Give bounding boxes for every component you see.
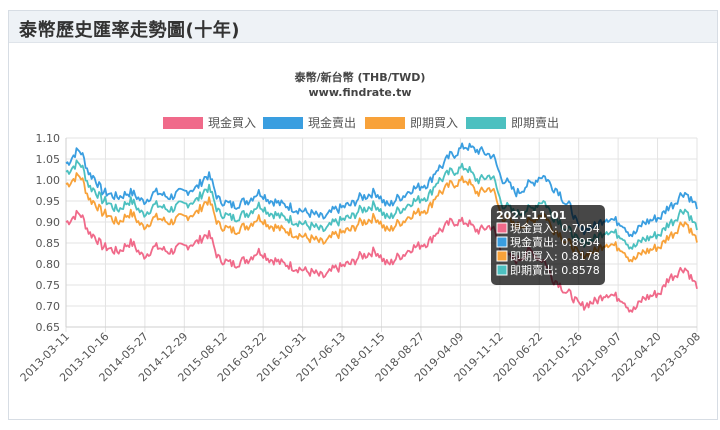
- legend-item[interactable]: 現金買入: [163, 115, 256, 130]
- legend-swatch: [365, 117, 405, 129]
- tooltip-date: 2021-11-01: [496, 209, 566, 222]
- y-tick-label: 1.00: [36, 174, 61, 187]
- legend-label: 現金買入: [208, 115, 256, 130]
- legend-label: 即期賣出: [511, 115, 559, 130]
- panel-header: 泰幣歷史匯率走勢圖(十年): [9, 11, 717, 43]
- y-tick-label: 0.80: [36, 258, 61, 271]
- chart-title: 泰幣/新台幣 (THB/TWD): [294, 70, 426, 84]
- tooltip-item: 即期買入: 0.8178: [510, 250, 600, 263]
- y-tick-label: 1.05: [36, 153, 61, 166]
- series-line: [65, 209, 698, 313]
- y-tick-label: 0.85: [36, 237, 61, 250]
- tooltip-item: 現金買入: 0.7054: [510, 221, 600, 235]
- legend-swatch: [466, 117, 506, 129]
- page-title: 泰幣歷史匯率走勢圖(十年): [19, 20, 240, 41]
- y-tick-label: 1.10: [36, 132, 61, 145]
- y-tick-label: 0.90: [36, 216, 61, 229]
- chart-subtitle: www.findrate.tw: [309, 86, 412, 99]
- y-tick-label: 0.70: [36, 300, 61, 313]
- legend-label: 即期買入: [410, 116, 458, 130]
- y-tick-label: 0.95: [36, 195, 61, 208]
- legend-swatch: [163, 117, 203, 129]
- tooltip-swatch: [496, 250, 508, 262]
- y-tick-label: 0.75: [36, 279, 61, 292]
- tooltip-box: [491, 205, 605, 285]
- legend-item[interactable]: 現金賣出: [263, 115, 356, 130]
- legend-item[interactable]: 即期買入: [365, 116, 458, 130]
- tooltip-swatch: [496, 222, 508, 234]
- legend-item[interactable]: 即期賣出: [466, 115, 559, 130]
- tooltip-item: 即期賣出: 0.8578: [510, 263, 600, 277]
- y-tick-label: 0.65: [36, 321, 61, 334]
- tooltip-swatch: [496, 236, 508, 248]
- tooltip-item: 現金賣出: 0.8954: [510, 235, 600, 249]
- legend-label: 現金賣出: [308, 115, 356, 130]
- legend-swatch: [263, 117, 303, 129]
- tooltip-swatch: [496, 264, 508, 276]
